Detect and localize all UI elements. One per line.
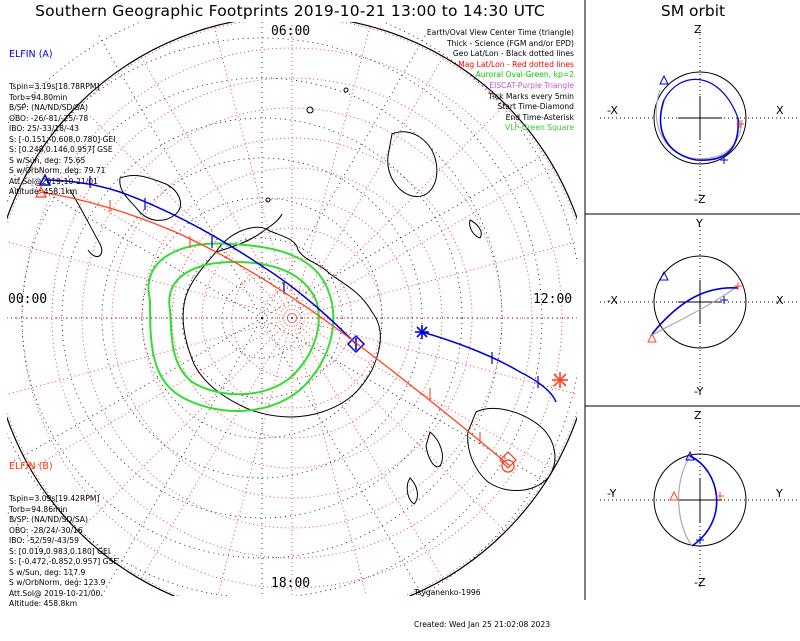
coastlines	[69, 87, 556, 505]
mag-lon-line	[291, 317, 367, 596]
mag-lon-line	[291, 166, 554, 319]
geo-lon-line	[7, 317, 263, 466]
legend-entry: Geo Lat/Lon - Black dotted lines	[452, 49, 574, 59]
elfin-a-info: ELFIN (A) Tspin=3.19s[18.78RPM] Torb=94.8…	[9, 28, 116, 208]
sm3-right-label: Y	[776, 487, 783, 500]
elfin-a-start-diamond	[346, 334, 366, 354]
elfin-a-lines: Tspin=3.19s[18.78RPM] Torb=94.80min B/SP: …	[9, 82, 116, 198]
info-line: Att.Sol@ 2019-10-21/00	[9, 588, 101, 598]
elfin-b-name: ELFIN (B)	[9, 461, 53, 472]
legend-entry: Mag Lat/Lon - Red dotted lines	[458, 59, 574, 69]
elfin-b-start-diamond	[499, 451, 517, 469]
sm3-top-label: Z	[694, 409, 702, 422]
sm2-bottom-label: -Y	[694, 385, 704, 398]
info-line: B/SP: (NA/ND/SD/SA)	[9, 103, 88, 112]
mag-lon-line	[291, 317, 444, 580]
sm3-left-label: -Y	[607, 487, 617, 500]
geo-lon-line	[7, 170, 263, 319]
geo-lon-line	[96, 32, 263, 319]
mag-lon-line	[213, 26, 293, 319]
legend-entry: Thick - Science (FGM and/or EPD)	[447, 38, 574, 48]
sm2-left-label: -X	[607, 294, 618, 307]
mag-lon-line	[291, 104, 506, 319]
credits: Tsyganenko-1996 Created: Wed Jan 25 21:0…	[414, 567, 550, 641]
elfin-a-view-triangle	[38, 173, 52, 186]
info-line: Att.Sol@2019-10-21/01	[9, 176, 98, 186]
sm-panel-xy	[600, 226, 800, 392]
info-line: Altitude: 458.1km	[9, 187, 78, 196]
legend-entry: Earth/Oval View Center Time (triangle)	[426, 28, 574, 37]
info-line: IBO: -52/59/-43/59	[9, 536, 79, 545]
geo-lon-line	[261, 317, 423, 596]
info-line: Torb=94.86min	[9, 504, 68, 514]
mag-lon-line	[291, 56, 444, 319]
elfin-a-name: ELFIN (A)	[9, 49, 53, 60]
info-line: S w/OrbNorm, deg: 79.71	[9, 166, 106, 175]
mlt-label-top: 06:00	[271, 24, 311, 39]
geo-lon-line	[261, 32, 428, 319]
elfin-b-view-triangle	[34, 185, 48, 198]
elfin-b-end-asterisk	[552, 372, 568, 388]
elfin-b-info: ELFIN (B) Tspin=3.09s[19.42RPM] Torb=94.8…	[9, 440, 118, 620]
created-timestamp: Created: Wed Jan 25 21:02:08 2023	[414, 619, 551, 629]
polar-map	[7, 22, 577, 596]
info-line: OBO: -28/24/-30/16	[9, 525, 83, 535]
legend-entry: End Time-Asterisk	[505, 112, 574, 122]
info-line: S: [0.248,0.146,0.957] GSE	[9, 145, 113, 154]
legend-entry: Start Time-Diamond	[497, 102, 574, 112]
info-line: S w/OrbNorm, deg: 123.9	[9, 578, 106, 587]
info-line: IBO: 25/-33/18/-43	[9, 124, 79, 133]
geo-grid	[7, 22, 577, 596]
elfin-a-track	[38, 173, 557, 403]
elfin-b-track	[34, 185, 568, 473]
legend-entry: Auroral Oval-Green, kp=2	[475, 70, 574, 80]
model-credit: Tsyganenko-1996	[414, 588, 481, 597]
elfin-b-lines: Tspin=3.09s[19.42RPM] Torb=94.86min B/SP: …	[9, 494, 118, 610]
info-line: S: [-0.472,-0.852,0.957] GSE	[9, 557, 119, 566]
geo-lon-line	[101, 317, 263, 596]
info-line: B/SP: (NA/ND/SD/SA)	[9, 515, 88, 524]
legend-entry: VLF-Green Square	[505, 123, 574, 133]
sm-orbit-title: SM orbit	[660, 2, 726, 20]
elfin-a-end-asterisk	[415, 325, 429, 339]
info-line: OBO: -26/-81/-25/-78	[9, 113, 89, 123]
mlt-label-left: 00:00	[8, 292, 48, 307]
sm1-left-label: -X	[607, 104, 618, 117]
sm1-right-label: X	[776, 104, 784, 117]
info-line: Tspin=3.19s[18.78RPM]	[9, 82, 100, 91]
sm2-right-label: X	[776, 294, 784, 307]
info-line: S w/Sun, deg: 117.9	[9, 567, 86, 577]
info-line: Tspin=3.09s[19.42RPM]	[9, 494, 100, 503]
sm-panel-yz	[600, 418, 800, 588]
info-line: S: [0.019,0.983,0.180] GEI	[9, 546, 111, 556]
elfin-b-ticks	[109, 200, 481, 444]
sm3-bottom-label: -Z	[694, 576, 706, 589]
legend-entry: EISCAT-Purple Triangle	[489, 80, 574, 90]
mlt-label-bottom: 18:00	[271, 576, 311, 591]
info-line: Torb=94.80min	[9, 92, 68, 102]
plot-title: Southern Geographic Footprints 2019-10-2…	[35, 2, 545, 20]
info-line: S: [-0.151,-0.608,0.780] GEI	[9, 134, 116, 144]
sm-panel-xz	[600, 30, 800, 200]
footprint-plot	[7, 0, 800, 600]
geo-lon-line	[261, 317, 548, 484]
info-line: Altitude: 458.8km	[9, 599, 78, 608]
legend-entry: Tick Marks every 5min	[488, 91, 574, 101]
info-line: S w/Sun, deg: 75.65	[9, 155, 86, 165]
sm2-top-label: Y	[696, 217, 703, 230]
auroral-oval	[147, 242, 335, 412]
legend: Earth/Oval View Center Time (triangle) Th…	[427, 28, 574, 134]
sm1-top-label: Z	[694, 23, 702, 36]
mag-lon-line	[7, 317, 293, 395]
sm1-bottom-label: -Z	[694, 193, 706, 206]
mlt-label-right: 12:00	[533, 292, 573, 307]
